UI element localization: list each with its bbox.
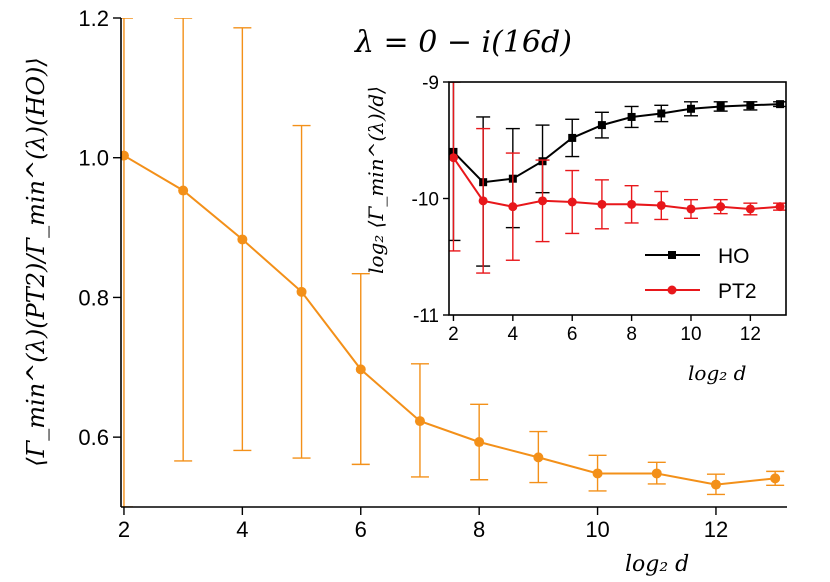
main-y-tick-label: 1.2 [78,6,109,31]
legend-marker-pt2 [667,285,677,295]
inset-y-tick-label: -9 [422,73,439,94]
inset-x-tick-label: 10 [680,324,701,345]
main-x-tick-label: 2 [118,517,130,542]
main-point-series-0 [237,234,248,245]
inset-point-pt2 [775,202,785,212]
inset-x-tick-label: 8 [626,324,637,345]
main-y-tick-label: 0.6 [78,425,109,450]
inset-y-tick-label: -10 [412,189,439,210]
inset-x-tick-label: 2 [448,324,459,345]
main-series-layer [121,18,785,507]
inset-series-pt2 [449,82,786,274]
inset-y-tick-label: -11 [413,306,439,327]
inset-point-pt2 [686,204,696,214]
inset-point-ho [657,109,666,118]
inset-point-ho [568,133,577,142]
inset-point-pt2 [538,196,548,206]
inset-point-ho [776,100,785,109]
inset-point-ho [686,104,695,113]
main-y-label: ⟨Γ_min^(λ)(PT2)/Γ_min^(λ)(HO)⟩ [22,57,50,466]
inset-point-pt2 [597,199,607,209]
inset-point-ho [597,121,606,130]
main-point-series-0 [533,452,544,463]
main-x-label: log₂ d [625,552,689,577]
inset-x-tick-label: 6 [567,324,578,345]
main-point-series-0 [474,437,485,448]
inset-point-pt2 [567,197,577,207]
inset-x-tick-label: 4 [508,324,519,345]
inset-point-pt2 [716,202,726,212]
inset-point-pt2 [508,202,518,212]
main-point-series-0 [178,185,189,196]
legend-marker-ho [668,251,676,259]
inset-x-label: log₂ d [688,361,746,385]
main-x-tick-label: 6 [355,517,367,542]
main-point-series-0 [296,286,307,297]
main-point-series-0 [592,468,603,479]
inset-point-pt2 [478,196,488,206]
main-x-tick-label: 12 [704,517,728,542]
inset-line-ho [452,103,781,184]
main-line-series-0 [123,154,776,486]
inset-point-pt2 [627,199,637,209]
main-point-series-0 [770,473,781,484]
main-plot: 2 4 6 8 10 12 0.6 0.8 1.0 1.2 λ = 0 − i(16d) log₂… [22,6,787,577]
main-series-series-0 [121,18,785,507]
inset-point-ho [746,101,755,110]
main-series-clip [121,18,785,507]
main-point-series-0 [121,150,129,161]
main-y-tick-label: 1.0 [78,146,109,171]
main-y-tick-label: 0.8 [78,285,109,310]
inset-point-ho [627,112,636,121]
legend-label-ho: HO [718,245,750,268]
inset-y-label: log₂ ⟨Γ_min^(λ)/d⟩ [364,86,388,274]
inset-plot: 2 4 6 8 10 12 -11 -10 -9 log₂ d log₂ ⟨Γ_min^(λ)/… [364,73,787,385]
inset-line-pt2 [452,157,781,211]
legend-label-pt2: PT2 [718,280,757,303]
main-x-tick-label: 4 [236,517,248,542]
main-point-series-0 [355,364,366,375]
inset-point-pt2 [449,153,458,163]
inset-x-tick-label: 12 [740,324,761,345]
main-x-tick-label: 10 [585,517,609,542]
inset-legend: HO PT2 [645,245,757,303]
main-title: λ = 0 − i(16d) [354,25,572,60]
main-point-series-0 [414,416,425,427]
inset-series-layer [449,82,786,274]
main-x-tick-label: 8 [473,517,485,542]
main-point-series-0 [710,479,721,490]
main-point-series-0 [651,468,662,479]
inset-axes: 2 4 6 8 10 12 -11 -10 -9 [412,73,787,345]
main-axes: 2 4 6 8 10 12 0.6 0.8 1.0 1.2 [78,6,787,542]
inset-point-ho [716,102,725,111]
inset-series-clip [449,82,786,274]
inset-point-pt2 [656,200,666,210]
inset-point-pt2 [745,204,755,214]
